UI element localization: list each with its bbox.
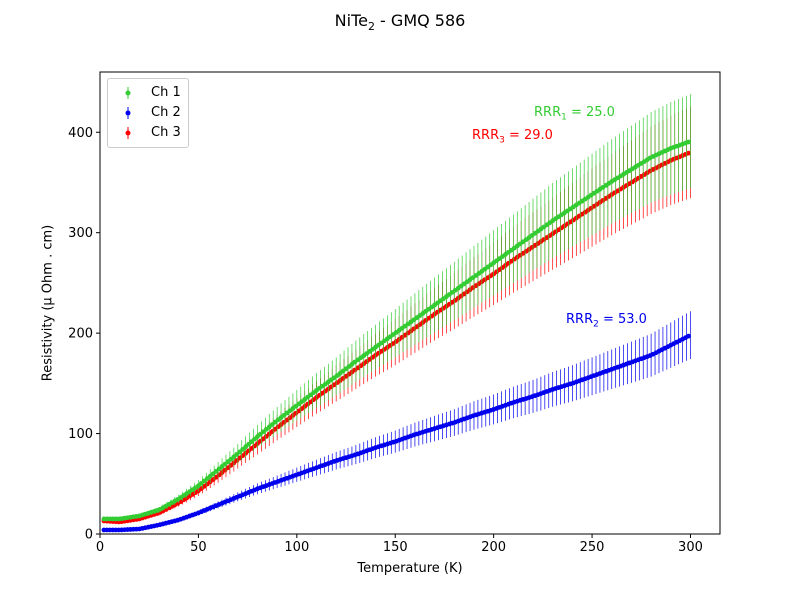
axes: 0 50 100 150 200 250 300 0 100 200 300 400 xyxy=(68,71,721,555)
legend-label-ch2: Ch 2 xyxy=(151,105,181,120)
data-point xyxy=(686,333,691,339)
y-tick-label: 200 xyxy=(68,327,93,342)
data-point xyxy=(686,150,691,156)
series-line xyxy=(103,151,691,523)
x-tick-label: 100 xyxy=(284,540,309,555)
plot-area xyxy=(101,94,691,533)
annotation-rrr3: RRR3 = 29.0 xyxy=(472,128,553,146)
x-tick-label: 50 xyxy=(190,540,207,555)
legend-marker-ch1 xyxy=(125,87,131,99)
legend-item-ch1: Ch 1 xyxy=(108,83,188,103)
y-tick-label: 400 xyxy=(68,126,93,141)
x-tick-label: 250 xyxy=(580,540,605,555)
y-tick-label: 0 xyxy=(85,528,93,543)
y-tick-label: 300 xyxy=(68,226,93,241)
series-ch1 xyxy=(101,94,691,522)
legend-label-ch3: Ch 3 xyxy=(151,125,181,140)
legend: Ch 1 Ch 2 Ch 3 xyxy=(107,78,189,148)
annotation-rrr2: RRR2 = 53.0 xyxy=(566,312,647,330)
x-tick-label: 150 xyxy=(383,540,408,555)
x-tick-label: 0 xyxy=(96,540,104,555)
plot-frame xyxy=(99,71,721,535)
annotation-rrr1: RRR1 = 25.0 xyxy=(534,105,615,123)
legend-item-ch3: Ch 3 xyxy=(108,123,188,143)
x-axis-label: Temperature (K) xyxy=(357,561,463,576)
series-ch2 xyxy=(101,311,691,533)
legend-marker-ch3 xyxy=(125,127,131,139)
data-point xyxy=(686,139,691,145)
x-tick-label: 200 xyxy=(481,540,506,555)
chart-title: NiTe2 - GMQ 586 xyxy=(334,11,466,34)
legend-label-ch1: Ch 1 xyxy=(151,85,181,100)
x-tick-label: 300 xyxy=(678,540,703,555)
y-axis-label: Resistivity (μ Ohm . cm) xyxy=(40,224,56,382)
y-tick-label: 100 xyxy=(68,427,93,442)
legend-marker-ch2 xyxy=(125,107,131,119)
series-line xyxy=(103,334,691,531)
legend-item-ch2: Ch 2 xyxy=(108,103,188,123)
